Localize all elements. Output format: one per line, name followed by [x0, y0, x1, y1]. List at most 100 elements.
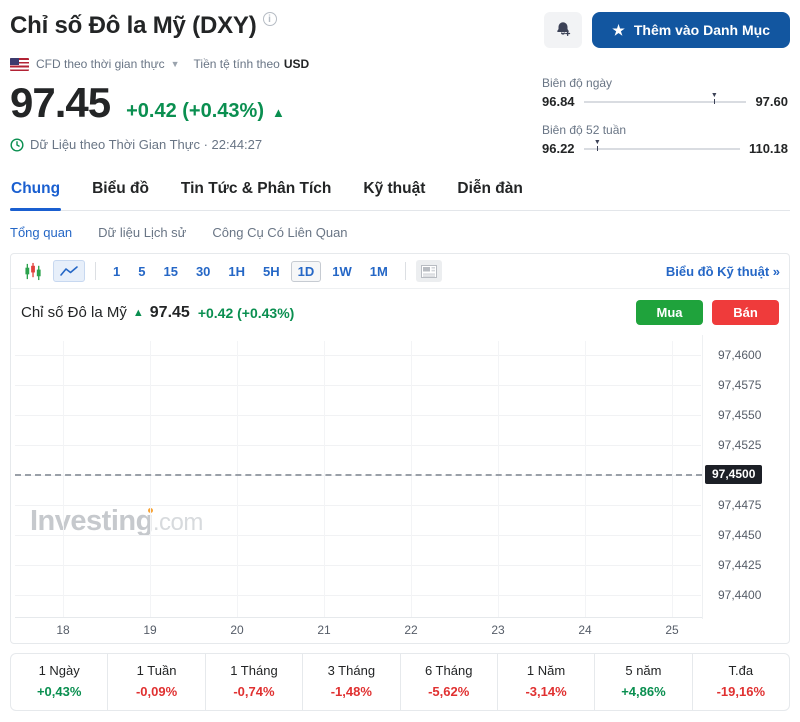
subtitle-row: CFD theo thời gian thực ▼ Tiền tệ tính t…: [10, 57, 790, 71]
h-gridline: [15, 445, 701, 446]
add-to-watchlist-button[interactable]: ★ Thêm vào Danh Mục: [592, 12, 790, 48]
perf-period-label: 1 Ngày: [38, 663, 80, 678]
y-axis-label: 97,4400: [718, 588, 762, 602]
chart-price: 97.45: [149, 303, 190, 321]
news-overlay-icon[interactable]: [415, 260, 442, 282]
x-axis-label: 19: [143, 623, 157, 637]
star-icon: ★: [612, 22, 625, 38]
interval-1h[interactable]: 1H: [221, 261, 252, 282]
interval-1[interactable]: 1: [106, 261, 127, 282]
y-axis-label: 97,4600: [718, 348, 762, 362]
line-chart-icon[interactable]: [53, 260, 85, 282]
52-week-range: Biên độ 52 tuần 96.22 ▼ 110.18: [542, 123, 788, 156]
perf-change-value: -0,74%: [233, 684, 275, 699]
subtab-t-ng-quan[interactable]: Tổng quan: [10, 225, 73, 240]
currency-prefix: Tiền tệ tính theo: [193, 57, 280, 71]
market-type-label[interactable]: CFD theo thời gian thực: [36, 57, 165, 71]
tab-bi-u-[interactable]: Biểu đồ: [92, 180, 149, 197]
subtab-d-li-u-l-ch-s-[interactable]: Dữ liệu Lịch sử: [98, 225, 187, 240]
perf-period-label: T.đa: [728, 663, 754, 678]
main-tabs: Chung Biểu đồ Tin Tức & Phân Tích Kỹ thuật D…: [10, 174, 790, 211]
x-axis-line: [15, 617, 702, 618]
sell-button[interactable]: Bán: [712, 300, 779, 325]
v-gridline: [585, 341, 586, 617]
perf-period-label: 1 Tuần: [136, 663, 177, 678]
sub-tabs: Tổng quan Dữ liệu Lịch sử Công Cụ Có Liên …: [10, 225, 790, 240]
last-price-dashed-line: [15, 474, 702, 476]
range-low-value: 96.84: [542, 94, 575, 109]
marker-triangle-icon: ▼: [593, 138, 601, 146]
perf-cell-1-th-ng[interactable]: 1 Tháng -0,74%: [204, 654, 302, 710]
interval-30[interactable]: 30: [189, 261, 217, 282]
perf-cell-t-a[interactable]: T.đa -19,16%: [691, 654, 789, 710]
performance-table: 1 Ngày +0,43% 1 Tuần -0,09% 1 Tháng -0,74% 3 T…: [10, 653, 790, 711]
range-slider-track[interactable]: ▼: [583, 139, 740, 151]
perf-period-label: 1 Năm: [526, 663, 566, 678]
chart-instrument-name: Chỉ số Đô la Mỹ: [21, 304, 127, 321]
range-current-marker: ▼: [709, 92, 719, 104]
page-title: Chỉ số Đô la Mỹ (DXY): [10, 12, 257, 39]
perf-cell-1-n-m[interactable]: 1 Năm -3,14%: [496, 654, 594, 710]
range-low-value: 96.22: [542, 141, 575, 156]
h-gridline: [15, 535, 701, 536]
y-axis-label: 97,4450: [718, 528, 762, 542]
v-gridline: [324, 341, 325, 617]
candlestick-chart-icon[interactable]: [20, 260, 47, 283]
price-change: +0.42 (+0.43%): [126, 100, 264, 122]
subtab-c-ng-c-c-li-n-quan[interactable]: Công Cụ Có Liên Quan: [212, 225, 348, 240]
chart-toolbar: 1 5 15 30 1H 5H 1D 1W 1M Biểu đồ Kỹ thuật »: [11, 254, 789, 289]
chevron-down-icon: ▼: [170, 59, 180, 69]
interval-5[interactable]: 5: [131, 261, 152, 282]
chart-card: 1 5 15 30 1H 5H 1D 1W 1M Biểu đồ Kỹ thuật » Chỉ …: [10, 253, 790, 644]
interval-1m[interactable]: 1M: [363, 261, 395, 282]
interval-5h[interactable]: 5H: [256, 261, 287, 282]
currency-value: USD: [283, 57, 310, 71]
perf-cell-1-tu-n[interactable]: 1 Tuần -0,09%: [107, 654, 204, 710]
range-row: 96.84 ▼ 97.60: [542, 92, 788, 110]
tab-chung[interactable]: Chung: [10, 174, 62, 211]
up-arrow-icon: ▲: [271, 105, 285, 120]
x-axis-label: 18: [56, 623, 70, 637]
perf-change-value: +0,43%: [36, 684, 82, 699]
buy-button[interactable]: Mua: [636, 300, 703, 325]
y-axis-label: 97,4475: [718, 498, 762, 512]
h-gridline: [15, 385, 701, 386]
price-chart-plot[interactable]: Investing.com 97,4600 97,4575 97,4550 97,45…: [11, 335, 789, 643]
interval-15[interactable]: 15: [156, 261, 184, 282]
interval-1d[interactable]: 1D: [290, 260, 322, 282]
tab-k-thu-t[interactable]: Kỹ thuật: [363, 180, 426, 197]
perf-change-value: -19,16%: [716, 684, 766, 699]
x-axis-label: 25: [665, 623, 679, 637]
v-gridline: [672, 341, 673, 617]
marker-tick: [596, 145, 599, 151]
range-row: 96.22 ▼ 110.18: [542, 139, 788, 157]
perf-cell-5-n-m[interactable]: 5 năm +4,86%: [594, 654, 691, 710]
range-slider-track[interactable]: ▼: [583, 92, 747, 104]
info-icon[interactable]: i: [262, 12, 277, 26]
v-gridline: [150, 341, 151, 617]
perf-cell-1-ng-y[interactable]: 1 Ngày +0,43%: [11, 654, 107, 710]
perf-period-label: 1 Tháng: [230, 663, 278, 678]
chart-instrument-header: Chỉ số Đô la Mỹ ▲ 97.45 +0.42 (+0.43%) M…: [11, 289, 789, 335]
range-current-marker: ▼: [592, 138, 602, 151]
range-label: Biên độ ngày: [542, 76, 613, 90]
create-alert-button[interactable]: [544, 12, 583, 48]
tab-tin-t-c-ph-n-t-ch[interactable]: Tin Tức & Phân Tích: [180, 180, 332, 197]
chart-change: +0.42 (+0.43%): [197, 304, 295, 321]
technical-chart-link[interactable]: Biểu đồ Kỹ thuật »: [665, 263, 780, 279]
h-gridline: [15, 355, 701, 356]
range-high-value: 97.60: [755, 94, 788, 109]
x-axis-label: 21: [317, 623, 331, 637]
price-row: 97.45 +0.42 (+0.43%) ▲: [10, 79, 790, 127]
h-gridline: [15, 565, 701, 566]
perf-period-label: 5 năm: [625, 663, 662, 678]
tab-di-n-n[interactable]: Diễn đàn: [457, 180, 523, 197]
clock-icon: [10, 137, 24, 152]
perf-cell-3-th-ng[interactable]: 3 Tháng -1,48%: [302, 654, 399, 710]
realtime-row: Dữ Liệu theo Thời Gian Thực · 22:44:27: [10, 137, 790, 152]
interval-1w[interactable]: 1W: [325, 261, 359, 282]
perf-cell-6-th-ng[interactable]: 6 Tháng -5,62%: [399, 654, 497, 710]
y-axis-label: 97,4525: [718, 438, 762, 452]
us-flag-icon: [10, 57, 29, 71]
